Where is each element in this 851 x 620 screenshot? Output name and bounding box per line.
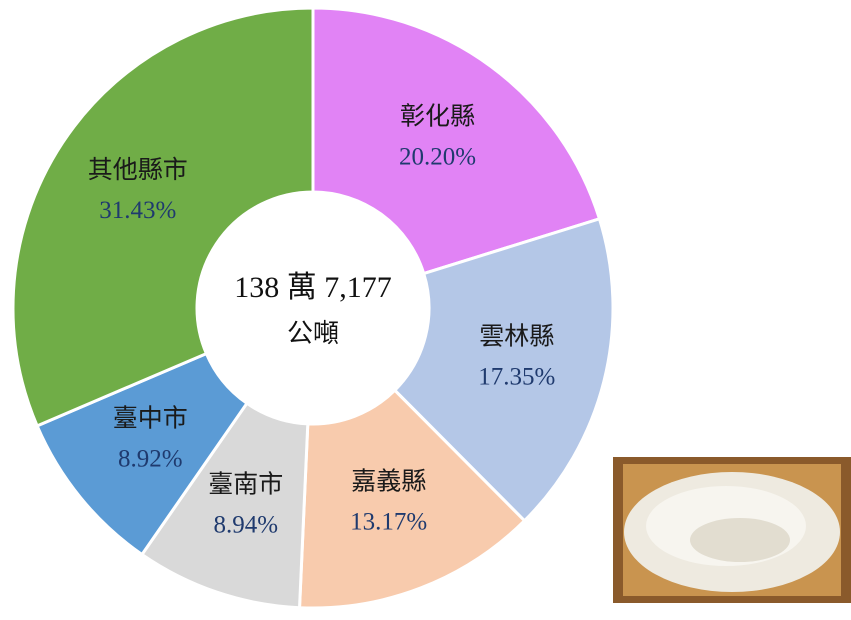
slice-percent: 17.35% bbox=[478, 363, 555, 390]
slice-name: 雲林縣 bbox=[479, 322, 554, 350]
slice-percent: 31.43% bbox=[99, 197, 176, 224]
center-unit: 公噸 bbox=[287, 319, 339, 348]
donut-slice bbox=[311, 6, 602, 276]
slice-percent: 8.94% bbox=[214, 512, 279, 539]
slice-percent: 13.17% bbox=[350, 509, 427, 536]
slice-name: 彰化縣 bbox=[400, 103, 475, 131]
slice-percent: 20.20% bbox=[399, 144, 476, 171]
slice-name: 嘉義縣 bbox=[351, 468, 426, 496]
slice-name: 其他縣市 bbox=[88, 156, 188, 184]
donut-slice bbox=[11, 6, 315, 428]
center-total: 138 萬 7,177 bbox=[234, 271, 392, 304]
rice-photo bbox=[613, 457, 851, 603]
donut-slice bbox=[392, 216, 615, 523]
slice-percent: 8.92% bbox=[118, 445, 183, 472]
slice-name: 臺南市 bbox=[208, 471, 283, 499]
slice-name: 臺中市 bbox=[113, 404, 188, 432]
donut-slice bbox=[297, 388, 527, 610]
